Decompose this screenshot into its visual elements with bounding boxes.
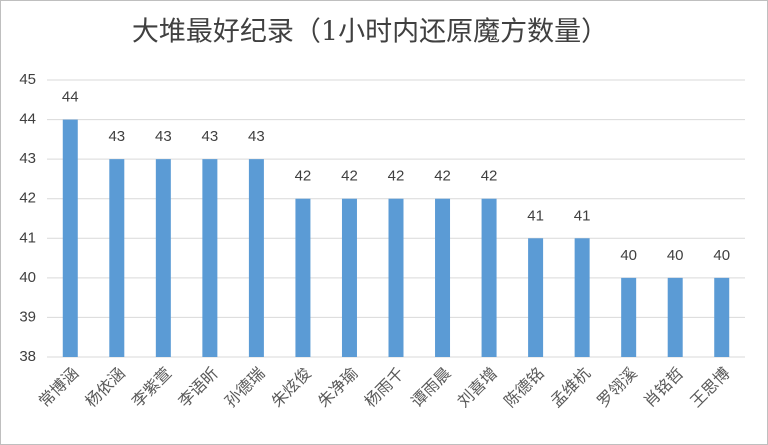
data-label: 41	[574, 207, 591, 224]
bar	[574, 238, 590, 357]
data-label: 43	[248, 128, 265, 145]
data-label: 40	[713, 247, 730, 264]
bar	[435, 198, 451, 357]
y-tick-label: 43	[19, 150, 36, 167]
data-label: 42	[341, 168, 358, 185]
data-label: 43	[202, 128, 219, 145]
data-label: 42	[388, 168, 405, 185]
bar	[155, 159, 171, 357]
chart-title: 大堆最好纪录（1小时内还原魔方数量）	[132, 17, 608, 48]
data-label: 42	[434, 168, 451, 185]
data-label: 43	[155, 128, 172, 145]
bar	[621, 277, 637, 357]
bar	[528, 238, 544, 357]
bar	[295, 198, 311, 357]
bar	[248, 159, 264, 357]
bar	[481, 198, 497, 357]
data-label: 40	[667, 247, 684, 264]
y-tick-label: 41	[19, 229, 36, 246]
y-tick-label: 39	[19, 308, 36, 325]
data-label: 41	[527, 207, 544, 224]
data-label: 43	[108, 128, 125, 145]
data-label: 42	[481, 168, 498, 185]
bar	[62, 119, 78, 357]
y-tick-label: 38	[19, 348, 36, 365]
bar	[714, 277, 730, 357]
bar	[202, 159, 218, 357]
bar	[109, 159, 125, 357]
bar	[341, 198, 357, 357]
y-tick-label: 44	[19, 111, 36, 128]
y-tick-label: 40	[19, 269, 36, 286]
data-label: 40	[620, 247, 637, 264]
y-tick-label: 45	[19, 71, 36, 88]
data-label: 42	[295, 168, 312, 185]
data-label: 44	[62, 89, 79, 106]
bar	[667, 277, 683, 357]
bar	[388, 198, 404, 357]
y-tick-label: 42	[19, 190, 36, 207]
